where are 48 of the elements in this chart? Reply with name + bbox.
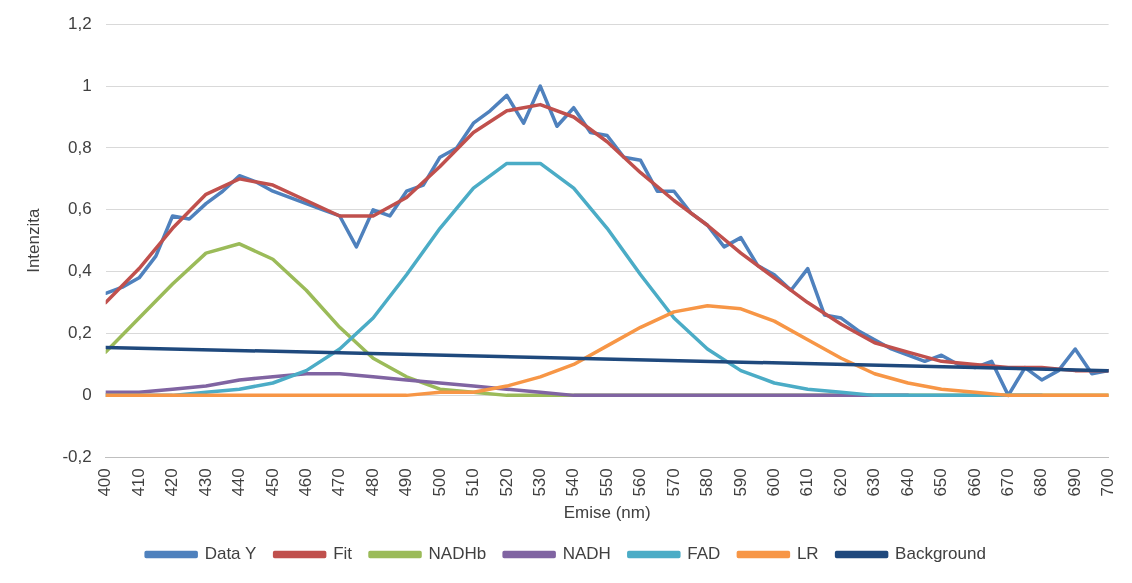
x-tick-label: 550	[596, 468, 616, 497]
y-tick-label: 0,2	[68, 323, 92, 343]
legend-label: NADH	[562, 544, 611, 564]
x-tick-label: 560	[630, 468, 650, 497]
x-tick-label: 410	[128, 468, 148, 497]
x-tick-label: 580	[697, 468, 717, 497]
legend-label: Fit	[333, 544, 353, 564]
x-tick-label: 450	[262, 468, 282, 497]
legend-label: Background	[895, 544, 986, 564]
x-tick-label: 510	[463, 468, 483, 497]
x-tick-label: 440	[229, 468, 249, 497]
x-tick-label: 700	[1098, 468, 1118, 497]
x-tick-label: 500	[429, 468, 449, 497]
x-tick-label: 420	[162, 468, 182, 497]
x-tick-label: 400	[95, 468, 115, 497]
y-tick-label: 1	[82, 75, 92, 95]
x-tick-label: 610	[797, 468, 817, 497]
y-tick-label: 0,8	[68, 137, 92, 157]
x-tick-label: 680	[1031, 468, 1051, 497]
x-axis-title: Emise (nm)	[563, 503, 651, 523]
y-tick-label: 1,2	[68, 13, 92, 33]
y-axis-title: Intenzita	[23, 208, 43, 273]
x-tick-label: 430	[195, 468, 215, 497]
x-tick-label: 600	[763, 468, 783, 497]
x-tick-label: 530	[529, 468, 549, 497]
x-tick-label: 540	[563, 468, 583, 497]
x-tick-label: 630	[864, 468, 884, 497]
x-tick-label: 470	[329, 468, 349, 497]
y-tick-label: 0,4	[68, 261, 92, 281]
legend-label: Data Y	[204, 544, 257, 564]
x-tick-label: 670	[998, 468, 1017, 497]
x-tick-label: 480	[362, 468, 382, 497]
x-tick-label: 570	[663, 468, 683, 497]
x-tick-label: 590	[730, 468, 750, 497]
y-tick-label: -0,2	[62, 446, 92, 466]
x-tick-label: 460	[295, 468, 315, 497]
x-tick-label: 520	[496, 468, 516, 497]
x-tick-label: 650	[931, 468, 951, 497]
x-tick-label: 690	[1064, 468, 1084, 497]
legend-label: LR	[796, 544, 819, 564]
legend-label: NADHb	[428, 544, 487, 564]
x-tick-label: 620	[830, 468, 850, 497]
legend-label: FAD	[687, 544, 721, 564]
x-tick-label: 660	[964, 468, 984, 497]
x-tick-label: 640	[897, 468, 917, 497]
y-tick-label: 0,6	[68, 199, 92, 219]
x-tick-label: 490	[396, 468, 416, 497]
y-tick-label: 0	[82, 385, 92, 405]
